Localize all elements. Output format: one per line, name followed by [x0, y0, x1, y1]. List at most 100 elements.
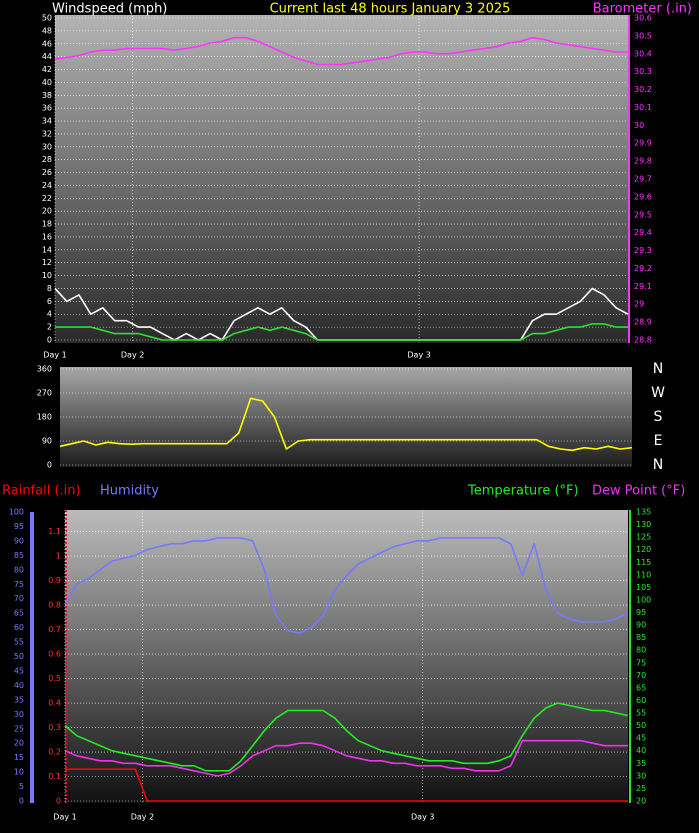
y-tick-label: 50 [14, 652, 24, 661]
y2-tick-label: 85 [636, 633, 646, 642]
y-tick-label: 85 [14, 551, 24, 560]
y2-tick-label: 95 [636, 608, 646, 617]
y2-tick-label: 29.9 [634, 139, 652, 148]
y3-tick-label: 1 [56, 552, 61, 561]
legend-label: Dew Point (°F) [592, 484, 685, 499]
series-line [64, 739, 628, 777]
y2-tick-label: 30 [636, 771, 646, 780]
y2-tick-label: 30 [634, 121, 644, 130]
y-tick-label: 30 [14, 710, 24, 719]
y2-tick-label: 25 [636, 784, 646, 793]
y2-tick-label: 30.4 [634, 49, 652, 58]
y2-tick-label: S [654, 409, 663, 425]
y2-tick-label: 29.5 [634, 210, 652, 219]
y-tick-label: 44 [42, 52, 52, 61]
y2-tick-label: 20 [636, 797, 646, 806]
y2-tick-label: 29.8 [634, 157, 652, 166]
y-tick-label: 0 [47, 461, 52, 470]
chart-title: Current last 48 hours January 3 2025 [270, 2, 511, 17]
x-tick-label: Day 3 [407, 351, 430, 360]
y-tick-label: 22 [42, 194, 52, 203]
y2-tick-label: 90 [636, 621, 646, 630]
y-tick-label: 48 [42, 26, 52, 35]
y2-tick-label: 29.2 [634, 264, 652, 273]
series-line [59, 397, 633, 452]
series-line [64, 537, 629, 635]
y2-tick-label: 29.4 [634, 228, 652, 237]
y2-tick-label: 29.7 [634, 175, 652, 184]
y3-tick-label: 0.1 [48, 772, 61, 781]
y2-tick-label: 80 [636, 646, 646, 655]
legend-label: Humidity [100, 484, 159, 499]
y-tick-label: 55 [14, 638, 24, 647]
y-tick-label: 80 [14, 565, 24, 574]
y2-tick-label: N [653, 361, 663, 377]
y2-tick-label: 110 [636, 570, 651, 579]
y3-tick-label: 0.4 [48, 699, 61, 708]
y2-tick-label: 135 [636, 508, 651, 517]
legend-label: Rainfall (.in) [2, 484, 81, 499]
y2-tick-label: E [654, 433, 663, 449]
y2-tick-label: 105 [636, 583, 651, 592]
y3-tick-label: 0.5 [48, 674, 61, 683]
y2-tick-label: 30.6 [634, 14, 652, 23]
y3-tick-label: 0.6 [48, 650, 61, 659]
y2-tick-label: 40 [636, 746, 646, 755]
series-line [54, 36, 628, 66]
x-tick-label: Day 3 [411, 813, 434, 822]
y-tick-label: 60 [14, 623, 24, 632]
y2-tick-label: 65 [636, 683, 646, 692]
y-tick-label: 16 [42, 232, 52, 241]
y-tick-label: 14 [42, 245, 52, 254]
y2-tick-label: W [651, 385, 665, 401]
y-tick-label: 40 [42, 78, 52, 87]
y-tick-label: 90 [42, 437, 52, 446]
y2-tick-label: 100 [636, 595, 651, 604]
y2-tick-label: 30.3 [634, 67, 652, 76]
y2-tick-label: 30.2 [634, 85, 652, 94]
y-tick-label: 10 [42, 271, 52, 280]
y-tick-label: 8 [47, 284, 52, 293]
y-tick-label: 0 [47, 336, 52, 345]
y-tick-label: 26 [42, 168, 52, 177]
y2-tick-label: 120 [636, 545, 651, 554]
y2-tick-label: 45 [636, 734, 646, 743]
y-tick-label: 20 [14, 739, 24, 748]
y3-tick-label: 0.7 [48, 625, 61, 634]
series-line [55, 323, 628, 341]
y-tick-label: 15 [14, 753, 24, 762]
y-tick-label: 40 [14, 681, 24, 690]
y2-tick-label: 28.9 [634, 318, 652, 327]
y-tick-label: 2 [47, 323, 52, 332]
y-tick-label: 35 [14, 695, 24, 704]
y-tick-label: 36 [42, 104, 52, 113]
y-tick-label: 18 [42, 220, 52, 229]
y-tick-label: 65 [14, 609, 24, 618]
y2-tick-label: 70 [636, 671, 646, 680]
x-tick-label: Day 1 [43, 351, 66, 360]
y-tick-label: 32 [42, 129, 52, 138]
y2-tick-label: 55 [636, 709, 646, 718]
plot-background [65, 510, 628, 803]
y3-tick-label: 0.3 [48, 723, 61, 732]
y-tick-label: 70 [14, 594, 24, 603]
y3-tick-label: 0.9 [48, 576, 61, 585]
y3-tick-label: 1.1 [48, 527, 61, 536]
y-tick-label: 180 [37, 413, 52, 422]
x-tick-label: Day 2 [131, 813, 154, 822]
y-tick-label: 42 [42, 65, 52, 74]
y2-tick-label: N [653, 457, 663, 473]
y2-tick-label: 29.3 [634, 246, 652, 255]
y-tick-label: 100 [9, 508, 24, 517]
y-tick-label: 0 [19, 797, 24, 806]
y2-tick-label: 30.5 [634, 31, 652, 40]
y-tick-label: 45 [14, 666, 24, 675]
x-tick-label: Day 1 [53, 813, 76, 822]
y3-tick-label: 0.8 [48, 601, 61, 610]
y2-tick-label: 29 [634, 300, 644, 309]
y-tick-label: 360 [37, 365, 52, 374]
humidity-axis [30, 512, 34, 803]
y-tick-label: 5 [19, 782, 24, 791]
